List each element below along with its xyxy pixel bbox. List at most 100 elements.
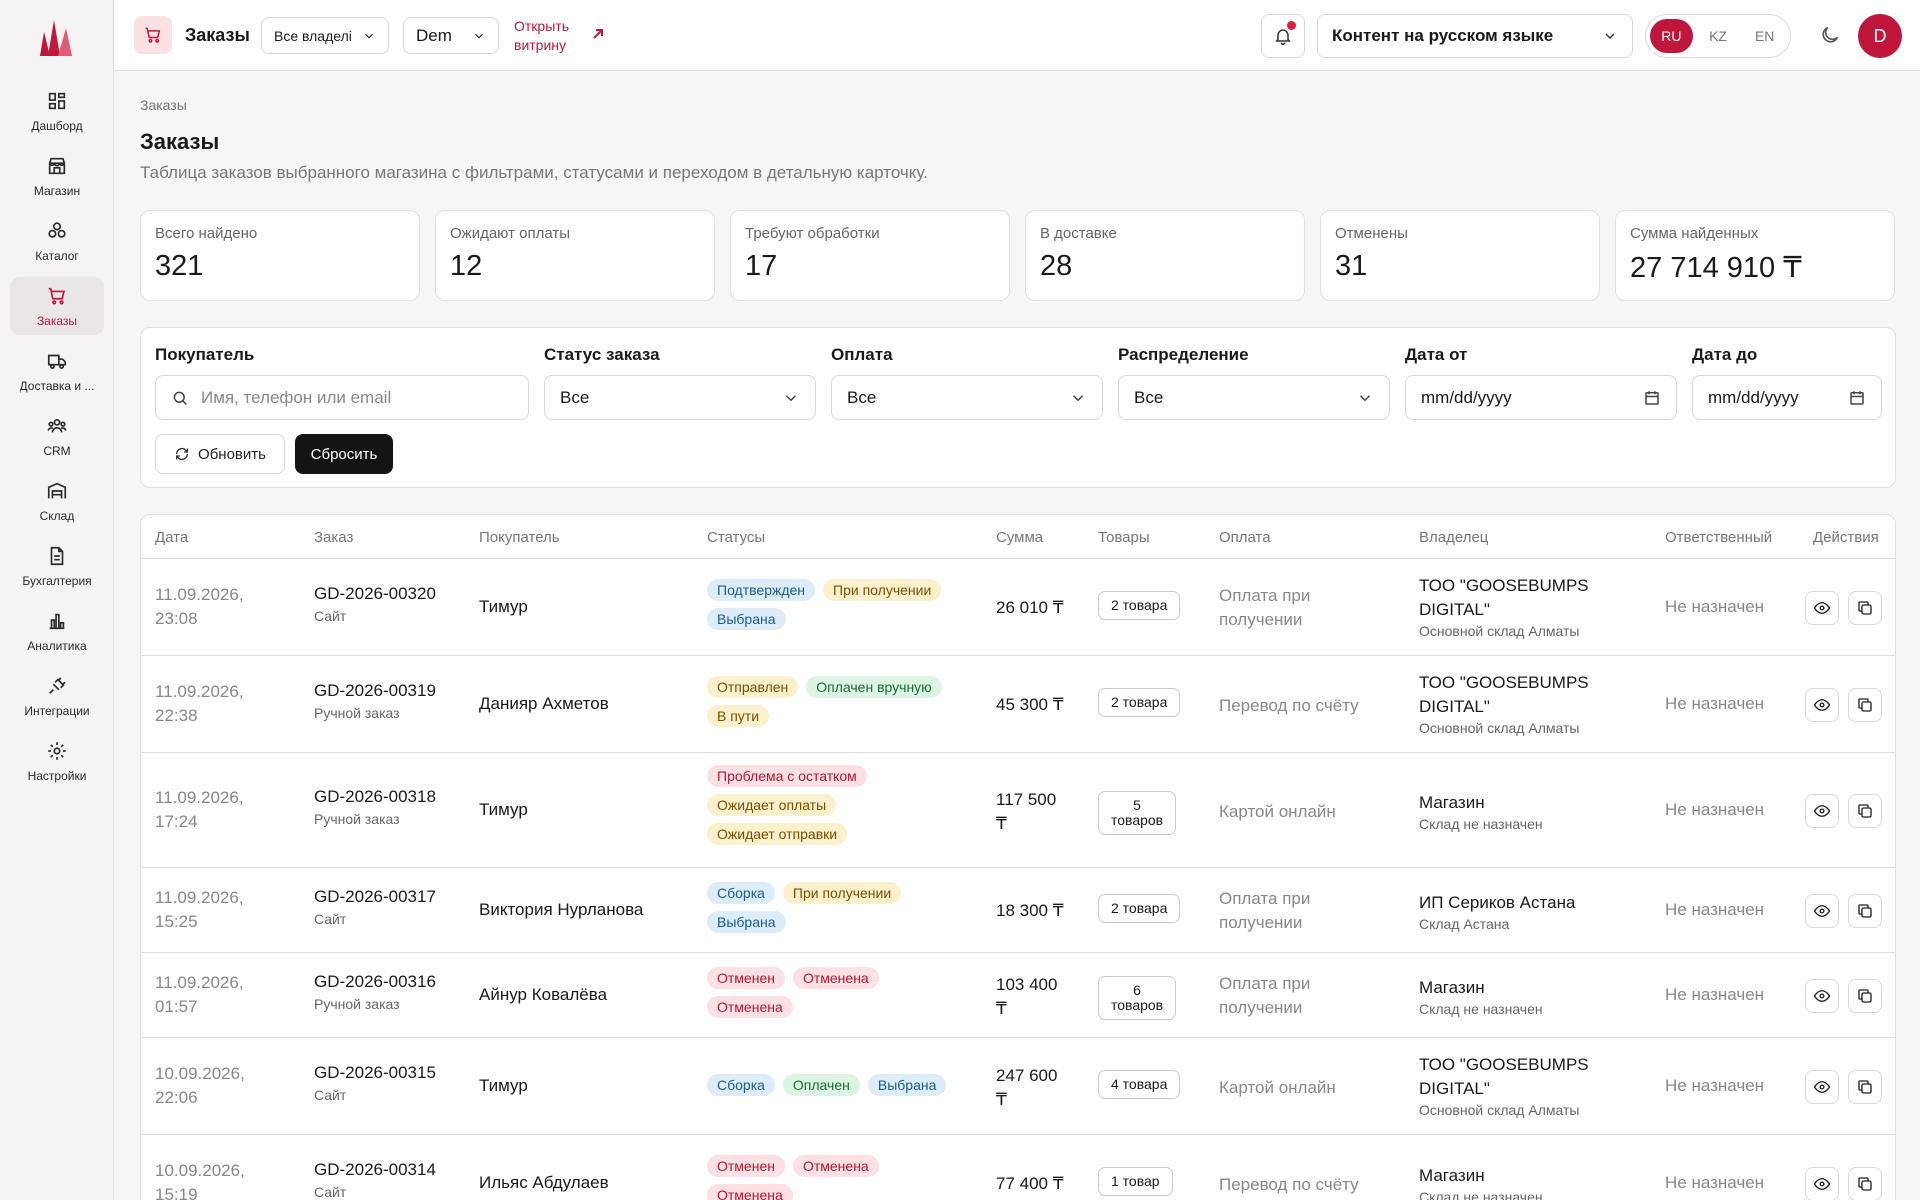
sidebar-item-label: Настройки bbox=[27, 769, 87, 783]
lang-kz-button[interactable]: KZ bbox=[1709, 28, 1727, 44]
payment-method: Оплата при получении bbox=[1219, 584, 1310, 632]
warehouse-icon bbox=[47, 482, 67, 499]
order-number[interactable]: GD-2026-00320 bbox=[314, 583, 436, 603]
sidebar-item-4[interactable]: Заказы bbox=[10, 277, 104, 335]
copy-button[interactable] bbox=[1848, 978, 1882, 1013]
lang-en-button[interactable]: EN bbox=[1754, 28, 1775, 44]
owner-name-line2: DIGITAL" bbox=[1419, 599, 1490, 619]
lang-ru-button[interactable]: RU bbox=[1650, 19, 1693, 53]
copy-button[interactable] bbox=[1848, 1166, 1882, 1200]
sidebar-item-9[interactable]: Аналитика bbox=[10, 602, 104, 660]
copy-button[interactable] bbox=[1848, 590, 1882, 625]
eye-icon bbox=[1813, 904, 1831, 917]
order-date-time: 22:38 bbox=[155, 705, 198, 725]
order-number[interactable]: GD-2026-00318 bbox=[314, 786, 436, 806]
copy-button[interactable] bbox=[1848, 793, 1882, 828]
table-row[interactable]: 11.09.2026, 01:57 GD-2026-00316 Ручной з… bbox=[141, 953, 1895, 1038]
breadcrumb[interactable]: Заказы bbox=[140, 97, 187, 113]
calendar-icon[interactable] bbox=[1848, 389, 1866, 407]
refresh-button[interactable]: Обновить bbox=[155, 434, 285, 474]
calendar-icon[interactable] bbox=[1643, 389, 1661, 407]
sidebar-item-6[interactable]: CRM bbox=[10, 407, 104, 465]
items-count-badge[interactable]: 2 товара bbox=[1098, 893, 1181, 923]
sidebar-item-10[interactable]: Интеграции bbox=[10, 667, 104, 725]
moon-icon[interactable] bbox=[1819, 24, 1841, 46]
owners-select[interactable]: Все владелі bbox=[261, 17, 389, 54]
table-row[interactable]: 10.09.2026, 15:19 GD-2026-00314 Сайт Иль… bbox=[141, 1135, 1895, 1200]
order-number[interactable]: GD-2026-00317 bbox=[314, 886, 436, 906]
order-sum: 103 400 ₸ bbox=[996, 973, 1057, 1021]
items-count-badge[interactable]: 2 товара bbox=[1098, 590, 1181, 620]
items-count-badge[interactable]: 6 товаров bbox=[1098, 975, 1177, 1020]
avatar[interactable]: D bbox=[1858, 14, 1902, 58]
copy-button[interactable] bbox=[1848, 1069, 1882, 1104]
order-source: Ручной заказ bbox=[314, 995, 400, 1012]
order-number[interactable]: GD-2026-00315 bbox=[314, 1062, 436, 1082]
payment-select[interactable]: Все bbox=[831, 375, 1103, 420]
order-number[interactable]: GD-2026-00319 bbox=[314, 680, 436, 700]
view-button[interactable] bbox=[1805, 793, 1839, 828]
open-store-link[interactable]: Открыть витрину bbox=[514, 18, 569, 53]
status-select[interactable]: Все bbox=[544, 375, 816, 420]
payment-method-line2: получении bbox=[1219, 609, 1303, 629]
items-count-badge[interactable]: 2 товара bbox=[1098, 687, 1181, 717]
reset-button[interactable]: Сбросить bbox=[295, 434, 393, 474]
view-button[interactable] bbox=[1805, 893, 1839, 928]
store-select[interactable]: Dem bbox=[403, 17, 499, 54]
view-button[interactable] bbox=[1805, 590, 1839, 625]
distribution-select[interactable]: Все bbox=[1118, 375, 1390, 420]
external-arrow-icon[interactable] bbox=[592, 28, 604, 40]
order-date-day: 11.09.2026, bbox=[155, 584, 244, 604]
order-number[interactable]: GD-2026-00316 bbox=[314, 971, 436, 991]
order-sum: 26 010 ₸ bbox=[996, 597, 1064, 619]
status-badges: Отменен Отменена Отменена bbox=[707, 1154, 967, 1200]
buyer-search-input[interactable]: Имя, телефон или email bbox=[155, 375, 529, 420]
items-count-badge[interactable]: 4 товара bbox=[1098, 1069, 1181, 1099]
sidebar-item-label: Заказы bbox=[36, 314, 78, 328]
date-to-input[interactable]: mm/dd/yyyy bbox=[1692, 375, 1882, 420]
status-filter-label: Статус заказа bbox=[544, 345, 660, 364]
chevron-down-icon bbox=[1605, 33, 1615, 39]
content-language-select[interactable]: Контент на русском языке bbox=[1317, 14, 1633, 58]
view-button[interactable] bbox=[1805, 1069, 1839, 1104]
sidebar-item-5[interactable]: Доставка и ... bbox=[10, 342, 104, 400]
sidebar-item-2[interactable]: Магазин bbox=[10, 147, 104, 205]
sidebar-item-label: CRM bbox=[43, 444, 71, 458]
items-count-badge[interactable]: 5 товаров bbox=[1098, 790, 1177, 835]
table-row[interactable]: 10.09.2026, 22:06 GD-2026-00315 Сайт Тим… bbox=[141, 1038, 1895, 1135]
payment-method-line1: Картой онлайн bbox=[1219, 1077, 1336, 1097]
stat-card: В доставке 28 bbox=[1025, 210, 1305, 301]
stat-card: Отменены 31 bbox=[1320, 210, 1600, 301]
payment-method-line2: получении bbox=[1219, 912, 1303, 932]
table-row[interactable]: 11.09.2026, 15:25 GD-2026-00317 Сайт Вик… bbox=[141, 868, 1895, 953]
buyer-search-placeholder: Имя, телефон или email bbox=[201, 387, 392, 407]
order-number[interactable]: GD-2026-00314 bbox=[314, 1159, 436, 1179]
page-subtitle: Таблица заказов выбранного магазина с фи… bbox=[140, 163, 928, 182]
notifications-button[interactable] bbox=[1261, 14, 1305, 58]
payment-select-value: Все bbox=[847, 387, 877, 407]
sidebar-item-1[interactable]: Дашборд bbox=[10, 82, 104, 140]
sidebar-item-11[interactable]: Настройки bbox=[10, 732, 104, 790]
table-row[interactable]: 11.09.2026, 22:38 GD-2026-00319 Ручной з… bbox=[141, 656, 1895, 753]
table-row[interactable]: 11.09.2026, 23:08 GD-2026-00320 Сайт Тим… bbox=[141, 559, 1895, 656]
owner-name: ИП Сериков Астана bbox=[1419, 892, 1576, 912]
owner-warehouse: Склад не назначен bbox=[1419, 1000, 1543, 1017]
date-from-input[interactable]: mm/dd/yyyy bbox=[1405, 375, 1677, 420]
view-button[interactable] bbox=[1805, 1166, 1839, 1200]
copy-button[interactable] bbox=[1848, 893, 1882, 928]
copy-button[interactable] bbox=[1848, 687, 1882, 722]
view-button[interactable] bbox=[1805, 687, 1839, 722]
owner-cell: ТОО "GOOSEBUMPS DIGITAL" Основной склад А… bbox=[1419, 574, 1589, 640]
status-badges: Проблема с остатком Ожидает оплаты Ожидает… bbox=[707, 764, 967, 845]
order-source: Сайт bbox=[314, 1086, 347, 1103]
sidebar-item-3[interactable]: Каталог bbox=[10, 212, 104, 270]
order-date: 11.09.2026, 17:24 bbox=[155, 786, 244, 834]
brand-logo[interactable] bbox=[38, 18, 74, 56]
items-count-badge[interactable]: 1 товар bbox=[1098, 1166, 1173, 1196]
view-button[interactable] bbox=[1805, 978, 1839, 1013]
sidebar-item-8[interactable]: Бухгалтерия bbox=[10, 537, 104, 595]
buyer-filter-label: Покупатель bbox=[155, 345, 255, 364]
stat-card: Всего найдено 321 bbox=[140, 210, 420, 301]
sidebar-item-7[interactable]: Склад bbox=[10, 472, 104, 530]
table-row[interactable]: 11.09.2026, 17:24 GD-2026-00318 Ручной з… bbox=[141, 753, 1895, 868]
